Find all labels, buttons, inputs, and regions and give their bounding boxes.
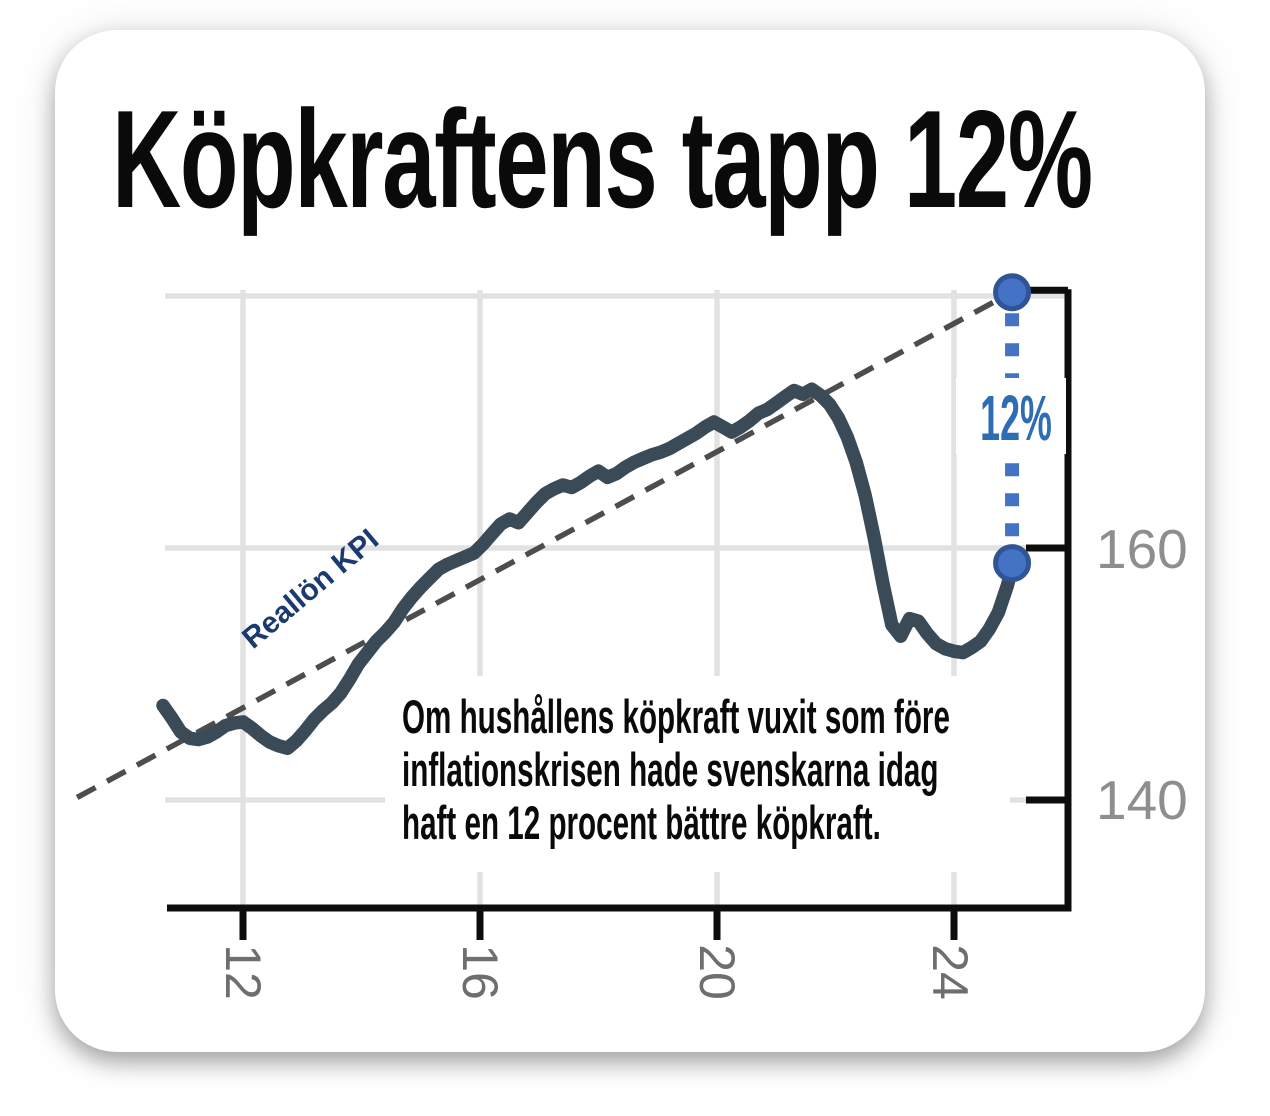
- trend-endpoint-dot: [993, 273, 1032, 312]
- x-tick-label-24: 24: [922, 944, 978, 1000]
- y-tick-label-160: 160: [1096, 518, 1188, 580]
- note-background-box: [385, 676, 1010, 872]
- actual-endpoint-dot: [993, 544, 1032, 583]
- y-tick-label-140: 140: [1096, 769, 1188, 831]
- chart-title: Köpkraftens tapp 12%: [112, 90, 1270, 229]
- pct-label-background-box: [956, 378, 1066, 454]
- gap-percentage-text: 12%: [980, 382, 1052, 454]
- x-tick-label-16: 16: [452, 944, 508, 1000]
- note-line-2: inflationskrisen hade svenskarna idag: [402, 743, 939, 796]
- realwage-line: [156, 382, 1021, 756]
- infographic-card: [55, 30, 1205, 1052]
- note-line-3: haft en 12 procent bättre köpkraft.: [402, 796, 881, 849]
- gap-percentage-label: 12%: [952, 382, 1072, 454]
- note-text-block: Om hushållens köpkraft vuxit som före in…: [402, 690, 1270, 849]
- trend-dashed-line: [75, 289, 1014, 800]
- axes-layer: [167, 286, 1072, 940]
- note-line-1: Om hushållens köpkraft vuxit som före: [402, 690, 950, 743]
- x-tick-label-20: 20: [689, 944, 745, 1000]
- chart-title-text: Köpkraftens tapp 12%: [112, 82, 1093, 237]
- x-tick-label-12: 12: [215, 944, 271, 1000]
